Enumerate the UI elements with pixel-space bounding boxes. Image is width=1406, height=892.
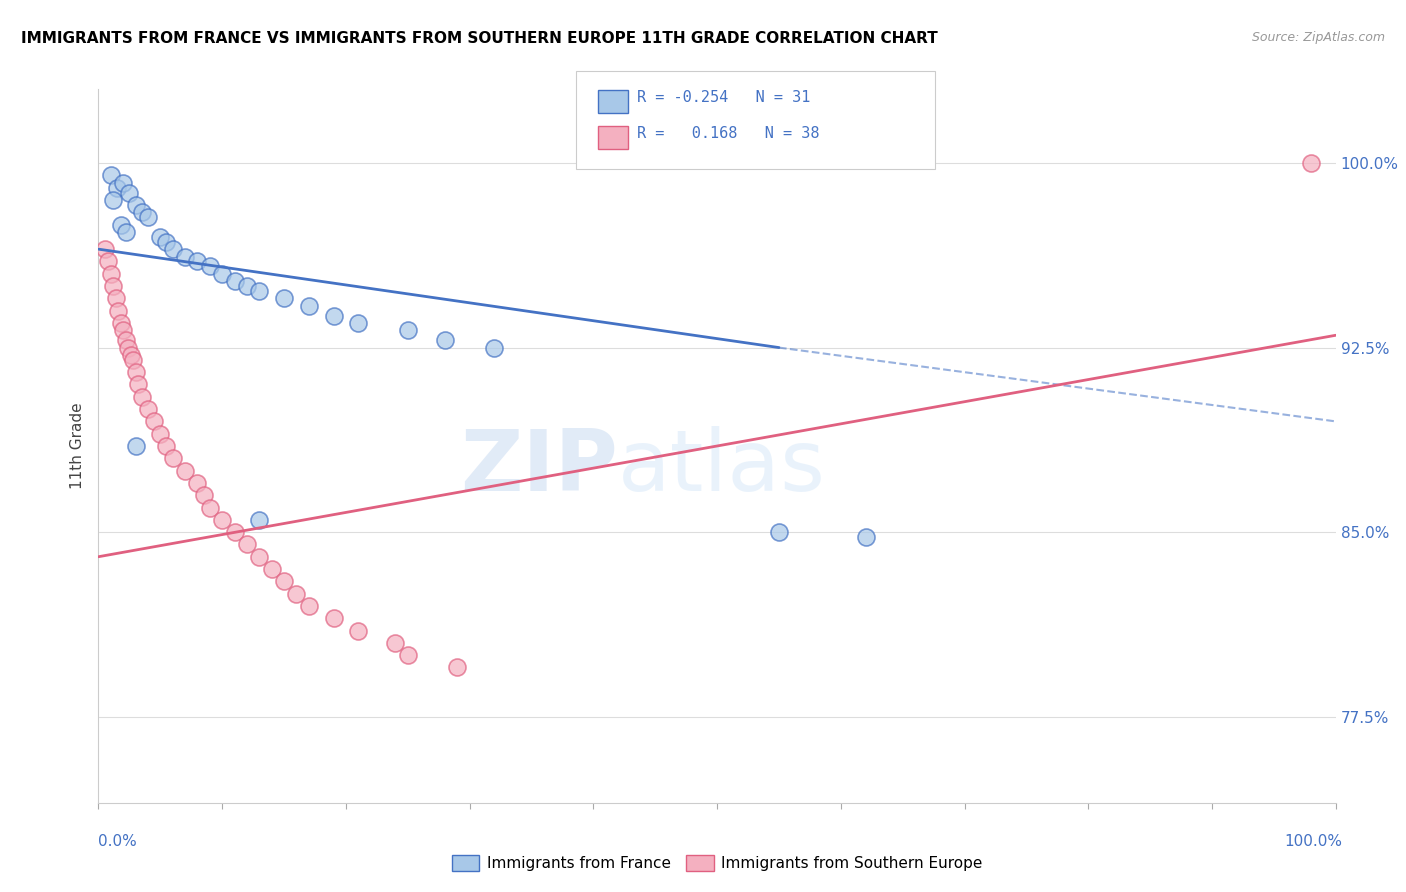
Point (117, 341, 139, 355)
Point (174, 250, 197, 264)
Point (298, 599, 321, 613)
Point (198, 260, 221, 274)
Text: 0.0%: 0.0% (98, 834, 138, 849)
Point (446, 660, 468, 674)
Point (322, 309, 344, 323)
Point (103, 279, 125, 293)
Point (103, 193, 125, 207)
Point (149, 426, 172, 441)
Point (149, 230, 172, 244)
Text: atlas: atlas (619, 425, 827, 509)
Point (124, 365, 146, 379)
Point (224, 525, 246, 540)
Point (247, 513, 270, 527)
Point (112, 176, 135, 190)
Y-axis label: 11th Grade: 11th Grade (70, 402, 86, 490)
Point (768, 525, 790, 540)
Point (110, 218, 132, 232)
Point (100, 169, 122, 183)
Point (855, 530, 877, 544)
Point (114, 333, 136, 347)
Point (247, 284, 270, 298)
Point (131, 390, 153, 404)
Point (120, 348, 142, 362)
Point (124, 439, 146, 453)
Point (347, 316, 370, 330)
Point (174, 464, 197, 478)
Point (97, 254, 120, 268)
Point (347, 624, 370, 638)
Text: ZIP: ZIP (460, 425, 619, 509)
Point (484, 341, 506, 355)
Point (124, 198, 146, 212)
Point (105, 180, 128, 194)
Point (1299, 156, 1322, 170)
Text: Source: ZipAtlas.com: Source: ZipAtlas.com (1251, 31, 1385, 45)
Point (193, 488, 215, 502)
Point (198, 500, 221, 515)
Text: IMMIGRANTS FROM FRANCE VS IMMIGRANTS FROM SOUTHERN EUROPE 11TH GRADE CORRELATION: IMMIGRANTS FROM FRANCE VS IMMIGRANTS FRO… (21, 31, 938, 46)
Point (211, 267, 233, 281)
Point (211, 513, 233, 527)
Point (155, 439, 177, 453)
Point (396, 323, 419, 337)
Point (396, 648, 419, 662)
Text: R = -0.254   N = 31: R = -0.254 N = 31 (637, 90, 810, 105)
Point (298, 299, 321, 313)
Legend: Immigrants from France, Immigrants from Southern Europe: Immigrants from France, Immigrants from … (446, 849, 988, 877)
Point (273, 291, 295, 305)
Point (186, 475, 208, 490)
Point (162, 242, 184, 256)
Point (236, 279, 259, 293)
Point (107, 303, 129, 318)
Text: R =   0.168   N = 38: R = 0.168 N = 38 (637, 126, 820, 141)
Point (384, 636, 406, 650)
Point (322, 611, 344, 625)
Point (110, 316, 132, 330)
Point (186, 254, 208, 268)
Point (162, 451, 184, 466)
Point (118, 186, 141, 200)
Point (247, 549, 270, 564)
Point (114, 225, 136, 239)
Point (104, 291, 127, 305)
Point (433, 333, 456, 347)
Point (127, 377, 149, 392)
Point (122, 352, 145, 367)
Point (131, 205, 153, 219)
Point (93, 242, 115, 256)
Point (224, 274, 246, 288)
Point (136, 402, 159, 417)
Point (112, 323, 135, 337)
Point (100, 267, 122, 281)
Point (155, 235, 177, 249)
Text: 100.0%: 100.0% (1285, 834, 1343, 849)
Point (143, 414, 166, 428)
Point (260, 562, 283, 576)
Point (273, 574, 295, 589)
Point (136, 210, 159, 224)
Point (285, 587, 308, 601)
Point (236, 537, 259, 551)
